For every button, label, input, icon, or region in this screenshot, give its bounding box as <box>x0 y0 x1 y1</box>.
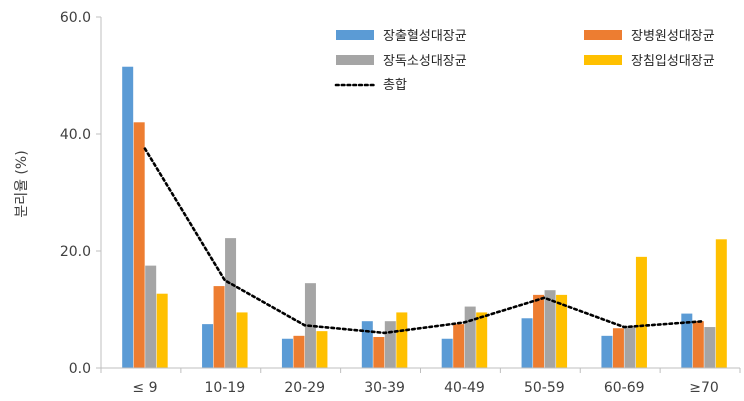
bar <box>441 338 453 368</box>
legend-label: 장출혈성대장균 <box>383 29 467 44</box>
bar <box>601 335 613 368</box>
bar <box>464 306 476 368</box>
bar <box>453 324 465 368</box>
bar <box>225 238 237 368</box>
bar <box>612 328 624 368</box>
x-tick-label: ≥70 <box>689 380 719 396</box>
plot-area <box>122 66 727 368</box>
legend-swatch <box>584 55 622 65</box>
bar <box>521 318 533 368</box>
legend-label: 장병원성대장균 <box>631 29 715 44</box>
bar <box>156 293 168 368</box>
x-tick-label: 40-49 <box>444 380 485 396</box>
bar <box>476 312 488 368</box>
total-line <box>143 147 706 335</box>
bar <box>635 256 647 368</box>
bar <box>281 338 293 368</box>
bar <box>145 265 157 368</box>
legend-label: 장독소성대장균 <box>383 54 467 69</box>
bar <box>202 324 214 368</box>
x-tick-label: 60-69 <box>604 380 645 396</box>
legend-label: 총합 <box>383 78 407 93</box>
bar <box>692 321 704 368</box>
x-tick-label: 20-29 <box>284 380 325 396</box>
bar <box>293 335 305 368</box>
bar <box>556 294 568 368</box>
bar <box>533 294 545 368</box>
bar <box>624 325 636 368</box>
bar <box>316 331 328 368</box>
x-axis: ≤ 9 10-19 20-29 30-39 40-49 50-59 60-69 ≥70 <box>100 367 741 396</box>
bar <box>681 313 693 368</box>
y-axis: 0.0 20.0 40.0 60.0 <box>60 10 102 377</box>
legend-swatch <box>584 30 622 40</box>
y-tick-label: 40.0 <box>60 127 91 143</box>
legend-swatch <box>336 30 374 40</box>
y-tick-label: 0.0 <box>69 361 91 377</box>
bar <box>236 312 248 368</box>
bar <box>384 321 396 368</box>
x-tick-label: ≤ 9 <box>132 380 157 396</box>
x-tick-label: 30-39 <box>364 380 405 396</box>
bar <box>704 327 716 368</box>
bar <box>213 286 225 368</box>
y-tick-label: 60.0 <box>60 10 91 26</box>
bar <box>373 336 385 368</box>
bar <box>133 122 145 368</box>
bar <box>396 312 408 368</box>
legend-swatch <box>336 55 374 65</box>
legend-label: 장침입성대장균 <box>631 54 715 69</box>
bar <box>715 239 727 368</box>
x-tick-label: 50-59 <box>524 380 565 396</box>
bar <box>122 66 134 368</box>
y-tick-label: 20.0 <box>60 244 91 260</box>
bar <box>544 290 556 368</box>
y-axis-title: 분리율 (%) <box>14 150 30 217</box>
bar <box>361 321 373 368</box>
x-tick-label: 10-19 <box>204 380 245 396</box>
